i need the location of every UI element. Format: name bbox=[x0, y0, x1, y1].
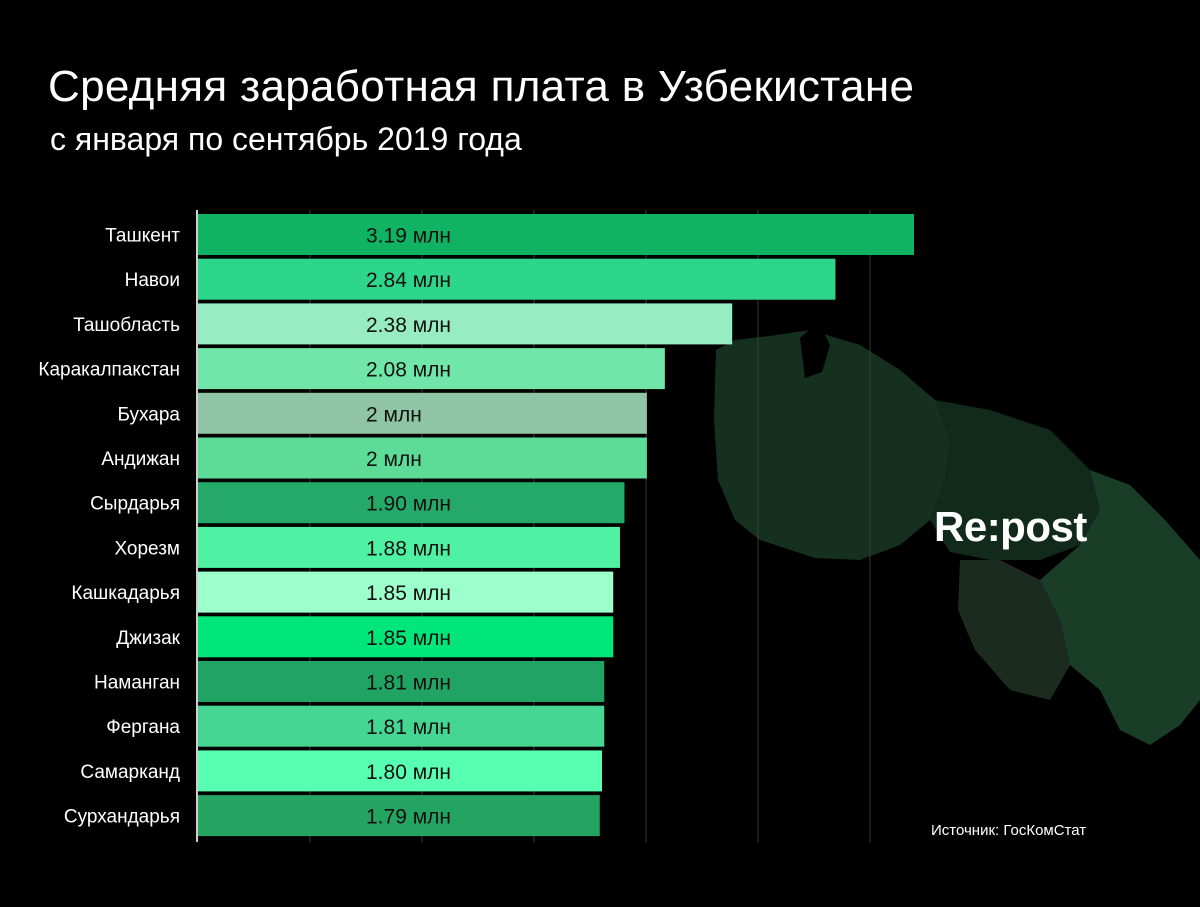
value-label: 1.85 млн bbox=[366, 582, 451, 605]
value-label: 1.85 млн bbox=[366, 627, 451, 650]
bar bbox=[198, 437, 647, 479]
category-label: Наманган bbox=[94, 673, 180, 694]
value-label: 1.88 млн bbox=[366, 537, 451, 560]
category-label: Ташкент bbox=[105, 226, 180, 247]
bar bbox=[198, 661, 605, 702]
value-label: 2.08 млн bbox=[366, 359, 451, 382]
map-region-south bbox=[958, 560, 1070, 700]
chart-title: Средняя заработная плата в Узбекистане bbox=[48, 62, 915, 111]
brand-logo: Re:post bbox=[934, 503, 1087, 550]
category-label: Фергана bbox=[106, 717, 180, 738]
bar bbox=[198, 258, 836, 300]
value-label: 1.79 млн bbox=[366, 806, 451, 829]
map-aral-sea bbox=[800, 322, 830, 378]
bar bbox=[198, 482, 625, 524]
category-label: Навои bbox=[125, 270, 180, 291]
bar bbox=[198, 571, 614, 613]
category-label: Андижан bbox=[101, 449, 180, 470]
category-label: Сырдарья bbox=[90, 494, 180, 515]
value-label: 1.80 млн bbox=[366, 761, 451, 784]
bar bbox=[198, 303, 733, 345]
category-label: Хорезм bbox=[114, 538, 180, 559]
bar bbox=[198, 348, 665, 390]
category-label: Самарканд bbox=[80, 762, 180, 783]
value-label: 1.90 млн bbox=[366, 493, 451, 516]
map-region-navoi bbox=[930, 400, 1100, 560]
category-label: Сурхандарья bbox=[64, 807, 180, 828]
bar bbox=[198, 214, 914, 255]
category-label: Кашкадарья bbox=[71, 583, 180, 604]
category-label: Джизак bbox=[116, 628, 180, 649]
value-label: 1.81 млн bbox=[366, 716, 451, 739]
map-region-karakalpakstan bbox=[714, 330, 950, 560]
value-label: 2.84 млн bbox=[366, 269, 451, 292]
value-label: 2 млн bbox=[366, 403, 422, 426]
source-note: Источник: ГосКомСтат bbox=[931, 822, 1087, 839]
bar bbox=[198, 616, 614, 658]
map-background bbox=[714, 322, 1200, 745]
chart-subtitle: с января по сентябрь 2019 года bbox=[50, 121, 522, 157]
map-region-east bbox=[1040, 470, 1200, 745]
category-label: Каракалпакстан bbox=[38, 360, 180, 381]
value-label: 3.19 млн bbox=[366, 225, 451, 248]
bar bbox=[198, 750, 603, 792]
value-label: 1.81 млн bbox=[366, 672, 451, 695]
bar bbox=[198, 795, 600, 837]
value-label: 2 млн bbox=[366, 448, 422, 471]
bar bbox=[198, 392, 647, 434]
bar bbox=[198, 526, 620, 568]
bar bbox=[198, 705, 605, 747]
category-label: Ташобласть bbox=[73, 315, 180, 336]
category-label: Бухара bbox=[117, 404, 180, 425]
value-label: 2.38 млн bbox=[366, 314, 451, 337]
bars-group: Ташкент 3.19 млн Навои 2.84 млн Ташобласть 2.… bbox=[38, 214, 914, 837]
